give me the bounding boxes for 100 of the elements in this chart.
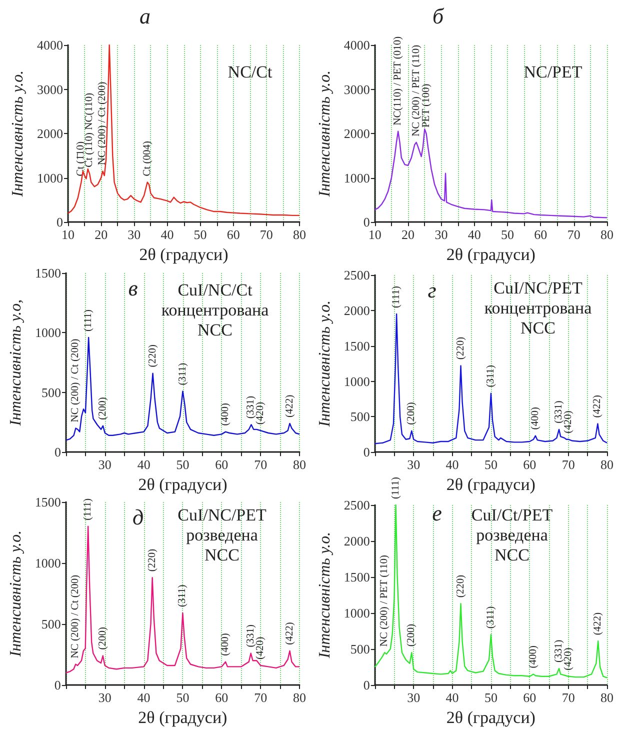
annotation: (111) <box>83 309 94 332</box>
x-tick-label: 30 <box>98 690 112 705</box>
annotation: (200) <box>406 623 418 647</box>
x-axis-title: 2θ (градуси) <box>139 245 228 264</box>
x-tick-label: 60 <box>523 690 536 705</box>
annotation: (311) <box>485 606 496 629</box>
annotation: (311) <box>177 362 188 386</box>
y-tick-label: 500 <box>350 409 370 424</box>
y-tick-label: 2000 <box>344 534 370 548</box>
y-tick-label: 1500 <box>34 494 61 510</box>
chart-title: б <box>432 4 444 28</box>
y-axis-title: Інтенсивність у.о. <box>316 532 334 660</box>
annotation: (420) <box>255 636 266 660</box>
y-tick-label: 0 <box>363 678 370 692</box>
x-tick-label: 80 <box>600 457 614 472</box>
x-tick-label: 40 <box>468 227 481 242</box>
x-tick-label: 20 <box>402 227 415 242</box>
annotation: (111) <box>390 476 402 499</box>
y-tick-label: 1000 <box>37 170 63 186</box>
y-tick-label: 2500 <box>344 498 370 512</box>
y-tick-label: 3000 <box>37 82 63 97</box>
annotation: (200) <box>97 396 108 420</box>
x-axis-title: 2θ (градуси) <box>138 475 228 494</box>
annotation: NC (200) / Ct (200) <box>97 81 108 166</box>
annotation: (311) <box>485 364 496 388</box>
annotation: (111) <box>391 285 402 308</box>
x-tick-label: 80 <box>600 690 614 705</box>
line-series <box>65 526 300 674</box>
x-tick-label: 50 <box>484 457 498 472</box>
x-tick-label: 30 <box>407 690 420 705</box>
y-axis-title: Інтенсивність у.о. <box>316 300 334 428</box>
x-tick-label: 60 <box>215 690 228 705</box>
x-axis-title: 2θ (градуси) <box>446 708 536 727</box>
annotation: (311) <box>177 584 188 608</box>
y-tick-label: 0 <box>54 444 61 460</box>
y-axis-title: Інтенсивність у.о. <box>316 70 334 198</box>
x-tick-label: 60 <box>226 227 240 242</box>
annotation: (400) <box>220 402 232 426</box>
x-tick-label: 40 <box>137 457 150 472</box>
annotation: (331) <box>245 624 256 648</box>
x-tick-label: 40 <box>446 457 459 472</box>
annotation: (422) <box>592 394 604 418</box>
y-tick-label: 1500 <box>35 266 61 280</box>
y-axis-title: Інтенсивність у.о. <box>10 70 27 198</box>
annotation: (331) <box>554 639 565 662</box>
y-tick-label: 1500 <box>344 570 370 584</box>
x-axis-title: 2θ (градуси) <box>446 245 536 264</box>
x-tick-label: 30 <box>434 227 448 242</box>
annotation: (111) <box>82 498 94 520</box>
annotation: (420) <box>255 401 266 425</box>
x-tick-label: 70 <box>562 457 575 472</box>
x-tick-label: 50 <box>484 690 498 705</box>
x-tick-label: 70 <box>254 690 268 705</box>
annotation: (422) <box>284 394 296 418</box>
annotation: (422) <box>284 622 296 645</box>
x-tick-label: 30 <box>407 457 420 472</box>
y-tick-label: 0 <box>363 444 370 460</box>
annotation: (331) <box>246 395 257 419</box>
x-axis-title: 2θ (градуси) <box>138 708 228 727</box>
y-axis-title: Інтенсивність у.о. <box>8 530 24 658</box>
y-tick-label: 2000 <box>344 126 370 142</box>
x-tick-label: 70 <box>562 690 575 705</box>
x-tick-label: 50 <box>176 690 190 705</box>
x-tick-label: 40 <box>160 227 174 242</box>
annotation: NC(110) / PET (010) <box>392 36 404 126</box>
x-tick-label: 30 <box>128 227 141 242</box>
annotation: (220) <box>147 344 158 368</box>
chart-title: г <box>428 278 437 302</box>
x-tick-label: 30 <box>98 457 112 472</box>
y-tick-label: 1000 <box>344 170 370 186</box>
x-tick-label: 60 <box>523 457 536 472</box>
annotation: (220) <box>146 548 158 572</box>
y-tick-label: 4000 <box>37 38 63 52</box>
annotation: NC/Ct <box>228 62 272 82</box>
y-tick-label: 4000 <box>344 38 370 52</box>
annotation: NC (200) / PET (110) <box>379 554 390 647</box>
annotation: (420) <box>562 647 574 670</box>
annotation: (331) <box>554 400 565 424</box>
x-tick-label: 80 <box>293 690 306 705</box>
x-tick-label: 10 <box>62 227 74 242</box>
line-series <box>374 504 608 678</box>
x-tick-label: 60 <box>215 457 228 472</box>
y-tick-label: 500 <box>350 642 370 656</box>
y-tick-label: 1000 <box>344 374 370 389</box>
y-tick-label: 3000 <box>344 82 370 97</box>
x-tick-label: 50 <box>501 227 514 242</box>
annotation: (400) <box>530 406 541 430</box>
y-tick-label: 2000 <box>37 126 63 142</box>
y-tick-label: 500 <box>41 616 61 632</box>
y-axis-title: Інтенсивність у.о, <box>8 299 25 427</box>
y-tick-label: 1000 <box>35 325 61 340</box>
annotation: PET (100) <box>420 83 432 128</box>
annotation: (400) <box>220 632 232 656</box>
line-series <box>65 336 300 441</box>
y-tick-label: 0 <box>56 214 63 230</box>
x-tick-label: 70 <box>254 457 268 472</box>
x-tick-label: 50 <box>194 227 207 242</box>
x-tick-label: 60 <box>534 227 548 242</box>
x-tick-label: 80 <box>600 227 614 242</box>
y-tick-label: 2000 <box>344 302 370 318</box>
